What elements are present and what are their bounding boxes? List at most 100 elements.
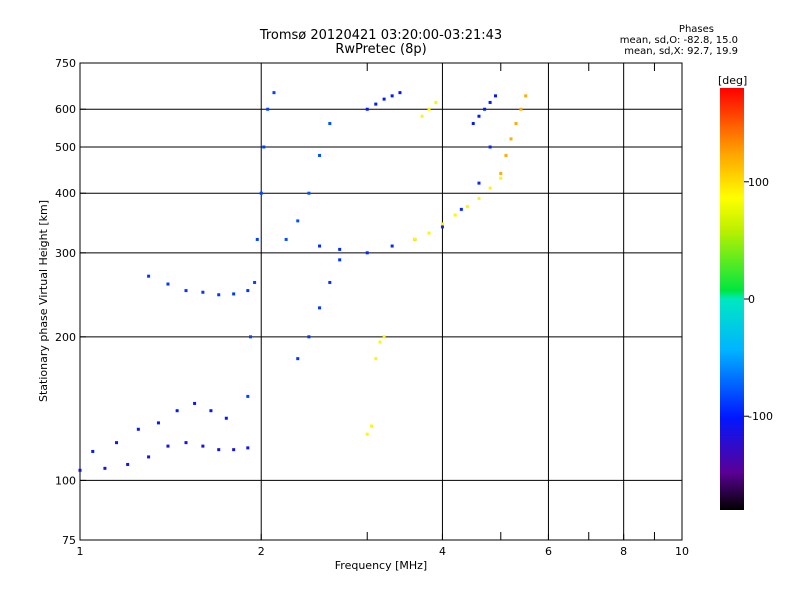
x-tick-label: 10 (675, 545, 689, 558)
chart-title: Tromsø 20120421 03:20:00-03:21:43 (259, 28, 503, 43)
x-tick-label: 6 (545, 545, 552, 558)
data-point (477, 196, 481, 200)
data-point (413, 237, 417, 241)
phase-stats-x: mean, sd,X: 92.7, 19.9 (624, 46, 738, 57)
data-point (232, 292, 236, 296)
data-point (201, 290, 205, 294)
data-point (514, 122, 518, 126)
data-point (499, 171, 503, 175)
y-tick-label: 600 (55, 103, 76, 116)
data-point (259, 191, 263, 195)
data-point (434, 100, 438, 104)
data-point (427, 231, 431, 235)
phase-stats-title: Phases (678, 24, 714, 35)
data-point (390, 244, 394, 248)
data-point (217, 293, 221, 297)
data-point (382, 335, 386, 339)
data-point (166, 282, 170, 286)
data-point (471, 122, 475, 126)
data-point (246, 446, 250, 450)
data-point (193, 401, 197, 405)
data-point (136, 427, 140, 431)
data-point (338, 247, 342, 251)
data-point (184, 441, 188, 445)
data-point (126, 462, 130, 466)
data-point (156, 421, 160, 425)
data-point (453, 213, 457, 217)
data-point (374, 357, 378, 361)
data-point (184, 289, 188, 293)
data-point (504, 153, 508, 157)
data-point (440, 225, 444, 229)
data-point (224, 416, 228, 420)
data-point (209, 409, 213, 413)
data-point (493, 94, 497, 98)
data-point (232, 448, 236, 452)
data-point (91, 449, 95, 453)
data-point (266, 107, 270, 111)
data-point (255, 237, 259, 241)
data-point (378, 340, 382, 344)
data-point (338, 258, 342, 262)
data-point (365, 107, 369, 111)
data-point (78, 468, 82, 472)
y-tick-label: 300 (55, 247, 76, 260)
y-tick-label: 750 (55, 57, 76, 70)
data-point (499, 176, 503, 180)
x-tick-label: 8 (620, 545, 627, 558)
data-point (262, 145, 266, 149)
data-point (307, 335, 311, 339)
data-point (166, 444, 170, 448)
data-point (147, 455, 151, 459)
colorbar (720, 88, 744, 510)
data-point (440, 222, 444, 226)
data-point (328, 122, 332, 126)
data-point (272, 91, 276, 95)
data-point (318, 153, 322, 157)
data-point (249, 335, 253, 339)
data-point (284, 237, 288, 241)
data-point (201, 444, 205, 448)
x-axis-label: Frequency [MHz] (335, 559, 427, 572)
y-tick-label: 75 (62, 534, 76, 547)
y-tick-label: 100 (55, 474, 76, 487)
y-tick-label: 200 (55, 331, 76, 344)
data-point (509, 137, 513, 141)
data-point (246, 394, 250, 398)
data-point (488, 145, 492, 149)
data-point (307, 191, 311, 195)
x-tick-label: 1 (77, 545, 84, 558)
data-point (175, 409, 179, 413)
data-point (103, 466, 107, 470)
data-point (488, 186, 492, 190)
data-point (524, 94, 528, 98)
chart-subtitle: RwPretec (8p) (335, 42, 427, 57)
data-point (398, 91, 402, 95)
colorbar-label: [deg] (718, 74, 747, 87)
data-point (365, 432, 369, 436)
data-point (318, 244, 322, 248)
data-point (147, 274, 151, 278)
y-axis-label: Stationary phase Virtual Height [km] (37, 200, 50, 402)
data-point (328, 280, 332, 284)
data-point (115, 441, 119, 445)
colorbar-tick-label: 100 (748, 176, 769, 189)
data-point (217, 448, 221, 452)
data-point (420, 114, 424, 118)
y-tick-label: 400 (55, 187, 76, 200)
data-point (483, 107, 487, 111)
colorbar-tick-label: 0 (748, 293, 755, 306)
colorbar-tick-label: -100 (748, 410, 773, 423)
data-point (465, 205, 469, 209)
x-tick-label: 2 (258, 545, 265, 558)
data-point (253, 280, 257, 284)
data-point (459, 207, 463, 211)
data-point (477, 114, 481, 118)
data-point (382, 97, 386, 101)
data-point (246, 289, 250, 293)
x-tick-label: 4 (439, 545, 446, 558)
data-point (296, 357, 300, 361)
phase-stats-o: mean, sd,O: -82.8, 15.0 (619, 35, 738, 46)
